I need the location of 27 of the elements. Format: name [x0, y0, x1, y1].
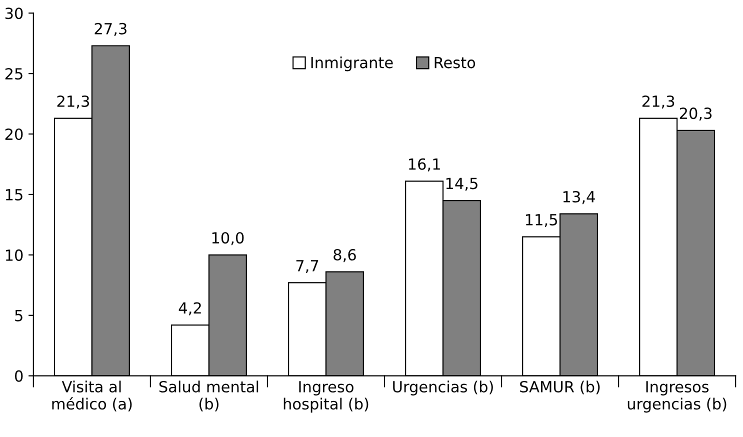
y-tick-label: 0 [15, 370, 23, 382]
data-label: 4,2 [178, 302, 201, 316]
x-tick-label: Visita al médico (a) [52, 380, 132, 412]
data-label: 7,7 [296, 260, 318, 273]
x-tick-label: Urgencias (b) [393, 380, 493, 396]
x-tick-label: Ingreso hospital (b) [284, 381, 368, 413]
data-label: 14,5 [446, 178, 478, 191]
y-tick-label: 5 [15, 310, 22, 322]
x-tick-label: Ingresos urgencias (b) [628, 381, 726, 413]
data-label: 8,6 [334, 248, 356, 262]
data-label: 21,3 [57, 95, 90, 109]
y-tick-label: 30 [5, 8, 23, 20]
y-tick-label: 15 [6, 189, 22, 200]
x-tick-label: Salud mental (b) [159, 380, 258, 412]
y-tick-label: 10 [6, 249, 23, 261]
data-label: 16,1 [408, 158, 440, 172]
x-tick-label: SAMUR (b) [520, 380, 600, 394]
y-tick-label: 25 [5, 68, 22, 80]
data-label: 27,3 [94, 22, 126, 36]
legend-label: Inmigrante [311, 56, 393, 72]
data-label: 13,4 [563, 190, 595, 204]
legend-label: Resto [434, 56, 476, 68]
data-label: 20,3 [680, 108, 712, 121]
data-label: 11,5 [526, 214, 557, 228]
data-label: 10,0 [212, 232, 244, 246]
data-label: 21,3 [642, 95, 674, 109]
y-tick-label: 20 [5, 128, 23, 140]
